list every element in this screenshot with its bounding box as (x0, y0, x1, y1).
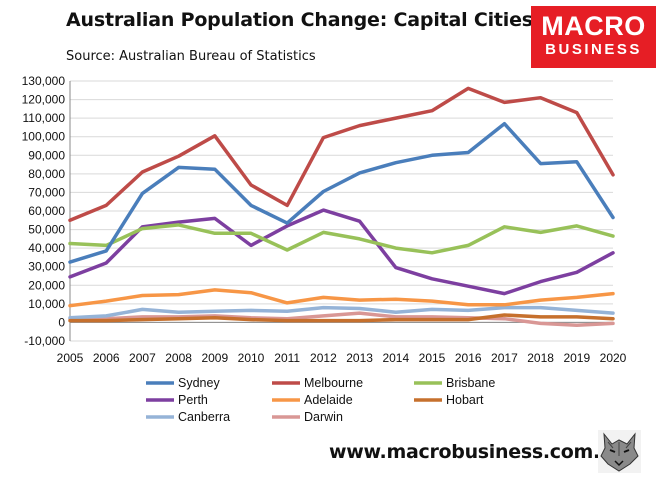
y-tick-label: 50,000 (28, 223, 65, 237)
series-line-adelaide (68, 288, 615, 308)
x-tick-label: 2019 (563, 351, 590, 365)
x-tick-label: 2018 (527, 351, 554, 365)
x-tick-label: 2014 (382, 351, 409, 365)
legend-item-melbourne: Melbourne (272, 376, 363, 390)
x-tick-label: 2009 (201, 351, 228, 365)
legend-item-sydney: Sydney (146, 376, 220, 390)
legend-label: Adelaide (304, 393, 353, 407)
line-chart: -10,000 0 10,000 20,000 30,000 40,000 50,000 60… (22, 74, 627, 365)
series-line-brisbane (68, 223, 615, 255)
y-tick-label: -10,000 (24, 334, 65, 348)
x-tick-label: 2008 (165, 351, 192, 365)
legend-label: Canberra (178, 410, 230, 424)
x-tick-label: 2010 (238, 351, 265, 365)
x-tick-label: 2011 (274, 351, 300, 365)
page-title: Australian Population Change: Capital Ci… (66, 9, 533, 31)
y-tick-label: 130,000 (22, 74, 66, 88)
legend-item-brisbane: Brisbane (414, 376, 495, 390)
series-line-melbourne (68, 86, 615, 223)
x-tick-label: 2007 (129, 351, 156, 365)
x-tick-label: 2005 (57, 351, 84, 365)
logo-line-macro: MACRO (541, 11, 646, 41)
logo-line-business: BUSINESS (545, 41, 642, 58)
chart-legend: Sydney Melbourne Brisbane Perth Adelaide Hoba… (146, 376, 495, 424)
legend-item-canberra: Canberra (146, 410, 230, 424)
legend-label: Perth (178, 393, 208, 407)
legend-item-darwin: Darwin (272, 410, 343, 424)
y-tick-label: 0 (58, 315, 65, 329)
series-line-canberra (68, 305, 615, 320)
y-tick-label: 100,000 (22, 130, 66, 144)
y-tick-label: 120,000 (22, 93, 66, 107)
series-line-perth (68, 208, 615, 296)
y-tick-label: 10,000 (28, 297, 65, 311)
macrobusiness-logo: MACRO BUSINESS (531, 6, 656, 68)
y-tick-label: 60,000 (28, 204, 65, 218)
x-tick-label: 2012 (310, 351, 337, 365)
chart-source: Source: Australian Bureau of Statistics (66, 49, 316, 64)
series-line-hobart (68, 313, 615, 323)
legend-label: Darwin (304, 410, 343, 424)
x-tick-label: 2015 (419, 351, 446, 365)
x-tick-label: 2017 (491, 351, 518, 365)
legend-label: Brisbane (446, 376, 495, 390)
legend-item-adelaide: Adelaide (272, 393, 353, 407)
y-tick-label: 70,000 (28, 185, 65, 199)
x-tick-label: 2006 (93, 351, 120, 365)
legend-item-hobart: Hobart (414, 393, 484, 407)
series-line-sydney (68, 121, 615, 264)
series-line-darwin (68, 311, 615, 327)
x-tick-label: 2016 (455, 351, 482, 365)
legend-label: Melbourne (304, 376, 363, 390)
y-tick-label: 80,000 (28, 167, 65, 181)
legend-item-perth: Perth (146, 393, 208, 407)
y-tick-label: 40,000 (28, 241, 65, 255)
y-tick-label: 110,000 (23, 111, 66, 125)
x-tick-label: 2013 (346, 351, 373, 365)
y-tick-label: 30,000 (28, 260, 65, 274)
website-url: www.macrobusiness.com.au (329, 441, 626, 463)
x-tick-label: 2020 (600, 351, 627, 365)
legend-label: Hobart (446, 393, 484, 407)
legend-label: Sydney (178, 376, 220, 390)
wolf-icon (598, 430, 641, 473)
y-tick-label: 90,000 (28, 148, 65, 162)
series-lines (68, 86, 615, 327)
y-tick-label: 20,000 (28, 278, 65, 292)
